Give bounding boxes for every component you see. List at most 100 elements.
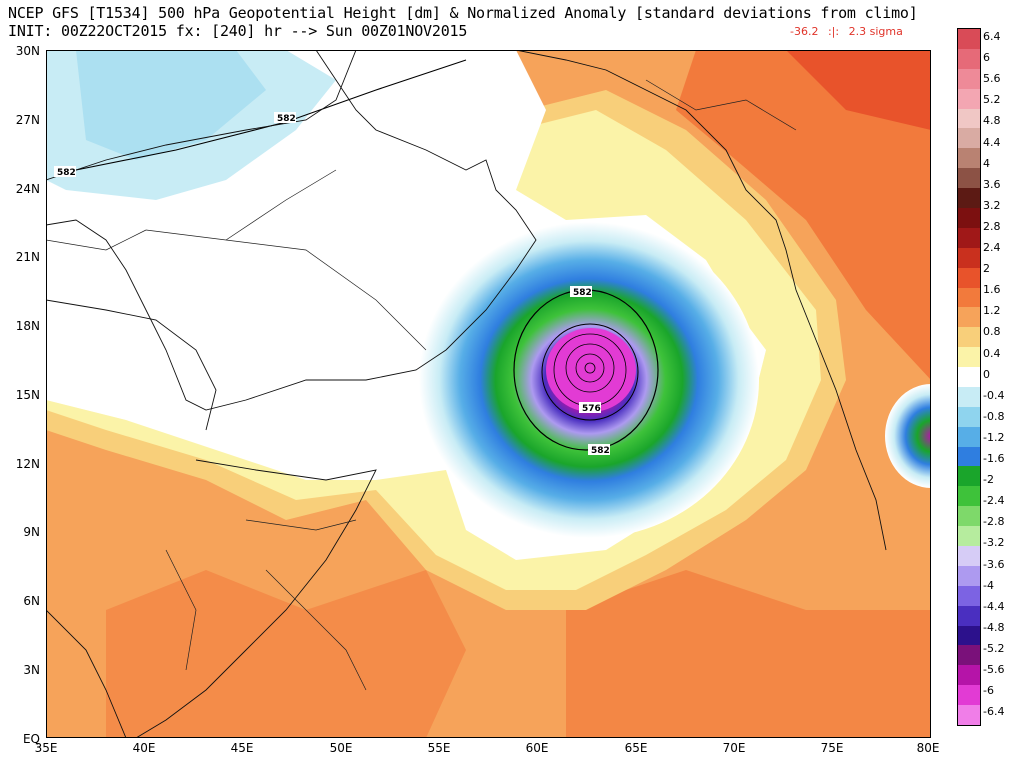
ne-warm-core	[786, 50, 931, 130]
lat-label-21n: 21N	[15, 250, 40, 264]
lon-label-45e: 45E	[230, 741, 254, 755]
colorbar-label: 4.8	[983, 114, 1001, 128]
low-center	[546, 328, 636, 412]
colorbar-label: -1.6	[983, 452, 1005, 465]
colorbar-label: 2.8	[983, 219, 1001, 233]
colorbar-label: 1.6	[983, 283, 1001, 297]
colorbar-swatch	[958, 645, 980, 666]
colorbar-label: 0.8	[983, 325, 1001, 339]
colorbar-label: -5.6	[983, 663, 1005, 676]
colorbar-swatch	[958, 168, 980, 189]
colorbar-label: 3.6	[983, 177, 1001, 191]
colorbar-swatch	[958, 426, 980, 448]
colorbar-swatch	[958, 287, 980, 308]
secondary-low	[885, 384, 931, 488]
colorbar-swatch	[958, 307, 980, 328]
stats-separator: :|:	[827, 25, 840, 38]
colorbar-swatch	[958, 367, 980, 388]
height-contour-576	[541, 323, 639, 421]
se-warm-region	[566, 570, 931, 738]
lat-label-3n: 3N	[23, 663, 40, 677]
colorbar-swatch	[958, 29, 980, 50]
colorbar-label: 4	[983, 156, 990, 170]
colorbar-label: -4.4	[983, 599, 1005, 613]
colorbar-label: -0.4	[983, 388, 1005, 402]
colorbar-swatch	[958, 625, 980, 646]
colorbar-label: 5.6	[983, 72, 1001, 86]
colorbar	[957, 28, 981, 726]
stats-readout: -36.2 :|: 2.3 sigma	[790, 25, 909, 38]
colorbar-swatch	[958, 327, 980, 348]
colorbar-swatch	[958, 247, 980, 269]
colorbar-label: -3.6	[983, 557, 1005, 571]
coastlines	[46, 50, 887, 738]
lat-label-9n: 9N	[23, 525, 40, 539]
colorbar-label: -3.2	[983, 536, 1005, 550]
lon-label-40e: 40E	[132, 741, 156, 755]
colorbar-label: -1.2	[983, 430, 1005, 444]
contour-label-576: 576	[582, 404, 601, 414]
contour-label-582-c: 582	[573, 288, 592, 298]
colorbar-swatch	[958, 267, 980, 288]
lon-label-80e: 80E	[916, 741, 940, 755]
lat-label-eq: EQ	[22, 732, 40, 746]
colorbar-swatch	[958, 227, 980, 249]
lat-label-24n: 24N	[15, 182, 40, 196]
ne-warm-region	[676, 50, 931, 380]
colorbar-swatch	[958, 68, 980, 90]
colorbar-label: -6.4	[983, 705, 1005, 719]
colorbar-label: 2.4	[983, 241, 1001, 254]
lon-label-60e: 60E	[525, 741, 549, 755]
lat-label-12n: 12N	[15, 457, 40, 471]
northwest-cool-core	[76, 50, 266, 160]
height-contour-inner-3	[575, 353, 605, 383]
colorbar-swatch	[958, 685, 980, 706]
height-contour-inner-2	[565, 343, 615, 393]
colorbar-swatch	[958, 506, 980, 527]
contour-label-582-d: 582	[591, 446, 610, 456]
lon-label-50e: 50E	[329, 741, 353, 755]
lat-label-27n: 27N	[15, 113, 40, 127]
colorbar-label: 0.4	[983, 346, 1001, 360]
lon-label-65e: 65E	[624, 741, 648, 755]
colorbar-label: -2.4	[983, 494, 1005, 508]
colorbar-swatch	[958, 207, 980, 229]
lon-label-75e: 75E	[820, 741, 844, 755]
colorbar-label: 6.4	[983, 30, 1001, 43]
colorbar-label: 5.2	[983, 93, 1001, 107]
colorbar-label: 4.4	[983, 135, 1001, 149]
map-subtitle: INIT: 00Z22OCT2015 fx: [240] hr --> Sun …	[8, 22, 468, 40]
colorbar-swatch	[958, 486, 980, 507]
colorbar-swatch	[958, 148, 980, 169]
contour-label-582-a: 582	[277, 114, 296, 124]
colorbar-swatch	[958, 705, 980, 726]
colorbar-swatch	[958, 88, 980, 110]
stats-max: 2.3 sigma	[848, 25, 903, 38]
colorbar-swatch	[958, 188, 980, 209]
colorbar-swatch	[958, 446, 980, 467]
colorbar-swatch	[958, 386, 980, 408]
colorbar-swatch	[958, 526, 980, 547]
colorbar-swatch	[958, 406, 980, 428]
lat-label-15n: 15N	[15, 388, 40, 402]
lon-label-55e: 55E	[427, 741, 451, 755]
colorbar-label: 2	[983, 262, 990, 276]
colorbar-swatch	[958, 665, 980, 686]
colorbar-label: 3.2	[983, 198, 1001, 212]
anomaly-map: 582 582 582 576 582	[46, 50, 931, 738]
colorbar-label: 6	[983, 51, 990, 65]
colorbar-swatch	[958, 466, 980, 487]
colorbar-swatch	[958, 128, 980, 149]
colorbar-label: -5.2	[983, 641, 1005, 655]
colorbar-label: -2.8	[983, 515, 1005, 529]
colorbar-label: -4.8	[983, 620, 1005, 634]
lat-label-18n: 18N	[15, 319, 40, 333]
map-frame	[46, 50, 931, 738]
colorbar-label: 1.2	[983, 304, 1001, 318]
map-title: NCEP GFS [T1534] 500 hPa Geopotential He…	[8, 4, 918, 22]
colorbar-swatch	[958, 347, 980, 368]
lon-label-35e: 35E	[34, 741, 58, 755]
lat-label-6n: 6N	[23, 594, 40, 608]
lat-label-30n: 30N	[15, 44, 40, 58]
colorbar-swatch	[958, 605, 980, 627]
